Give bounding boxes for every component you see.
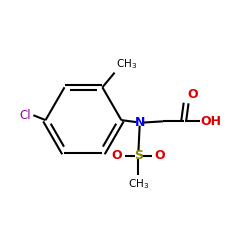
Text: OH: OH [201,115,222,128]
Text: Cl: Cl [19,109,31,122]
Text: CH$_3$: CH$_3$ [128,178,149,191]
Text: O: O [112,149,122,162]
Text: N: N [134,116,145,129]
Text: CH$_3$: CH$_3$ [116,58,137,71]
Text: O: O [187,88,198,101]
Text: O: O [155,149,166,162]
Text: S: S [134,149,143,162]
